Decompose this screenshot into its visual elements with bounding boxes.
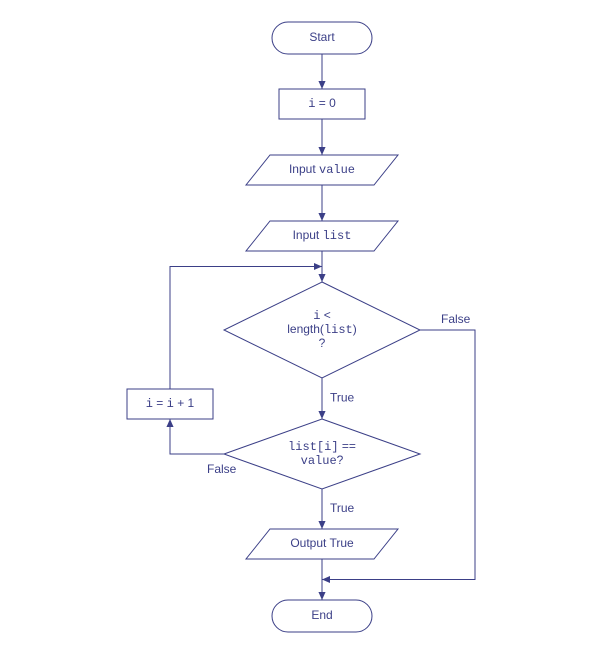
node-start-label: Start [309, 30, 335, 44]
node-cond_eq-label: list[i] == [288, 439, 356, 454]
flowchart-canvas: Start i = 0 Input value Input list i <length… [0, 0, 593, 652]
node-in_list: Input list [246, 221, 398, 251]
node-in_list-label: Input list [293, 228, 352, 243]
edge-label: True [330, 501, 355, 515]
node-incr-label: i = i + 1 [146, 396, 195, 411]
edge-label: True [330, 391, 355, 405]
node-cond_eq-label: value? [301, 453, 344, 468]
edge-label: False [441, 312, 471, 326]
node-incr: i = i + 1 [127, 389, 213, 419]
node-cond_len: i <length(list)? [224, 282, 420, 378]
node-end-label: End [311, 608, 332, 622]
node-out_true: Output True [246, 529, 398, 559]
node-cond_len-label: length(list) [287, 322, 357, 337]
node-init: i = 0 [279, 89, 365, 119]
node-cond_eq: list[i] ==value? [224, 419, 420, 489]
node-cond_len-label: i < [313, 308, 331, 323]
node-end: End [272, 600, 372, 632]
node-start: Start [272, 22, 372, 54]
node-out_true-label: Output True [290, 536, 354, 550]
node-cond_len-label: ? [319, 336, 326, 350]
node-in_value-label: Input value [289, 162, 355, 177]
node-init-label: i = 0 [308, 96, 336, 111]
edge-label: False [207, 462, 237, 476]
node-in_value: Input value [246, 155, 398, 185]
